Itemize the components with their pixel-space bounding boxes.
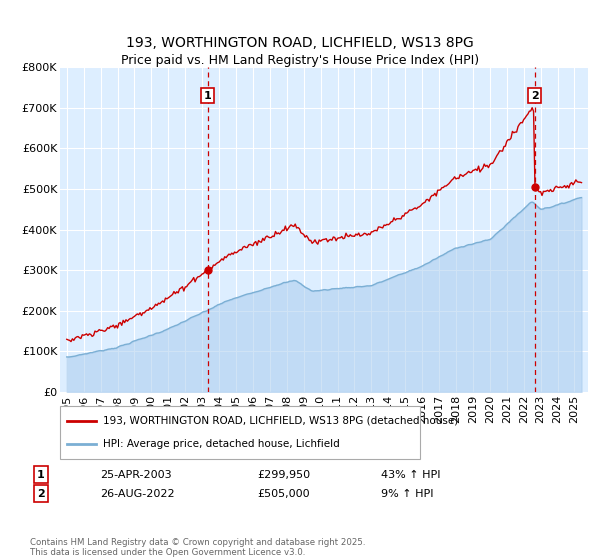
Text: 2: 2	[37, 488, 44, 498]
Text: 2: 2	[531, 91, 539, 101]
Text: 9% ↑ HPI: 9% ↑ HPI	[381, 488, 433, 498]
Text: 193, WORTHINGTON ROAD, LICHFIELD, WS13 8PG: 193, WORTHINGTON ROAD, LICHFIELD, WS13 8…	[126, 36, 474, 50]
FancyBboxPatch shape	[60, 406, 420, 459]
Text: £299,950: £299,950	[257, 469, 310, 479]
Text: 26-AUG-2022: 26-AUG-2022	[100, 488, 175, 498]
Text: Contains HM Land Registry data © Crown copyright and database right 2025.
This d: Contains HM Land Registry data © Crown c…	[30, 538, 365, 557]
Text: HPI: Average price, detached house, Lichfield: HPI: Average price, detached house, Lich…	[103, 439, 340, 449]
Text: 1: 1	[203, 91, 211, 101]
Text: Price paid vs. HM Land Registry's House Price Index (HPI): Price paid vs. HM Land Registry's House …	[121, 54, 479, 67]
Text: 25-APR-2003: 25-APR-2003	[100, 469, 172, 479]
Text: 43% ↑ HPI: 43% ↑ HPI	[381, 469, 440, 479]
Text: £505,000: £505,000	[257, 488, 310, 498]
Text: 193, WORTHINGTON ROAD, LICHFIELD, WS13 8PG (detached house): 193, WORTHINGTON ROAD, LICHFIELD, WS13 8…	[103, 416, 458, 426]
Text: 1: 1	[37, 469, 44, 479]
